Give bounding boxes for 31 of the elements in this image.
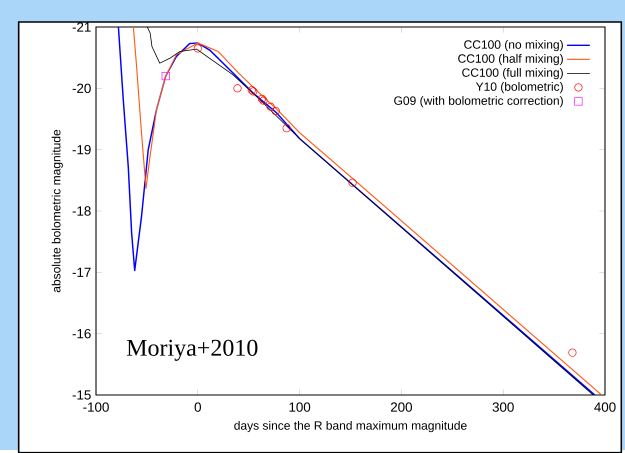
legend-label: CC100 (full mixing): [462, 68, 563, 79]
point: [259, 96, 268, 104]
legend-label: Y10 (bolometric): [476, 82, 563, 94]
y-tick-label: -20: [72, 83, 91, 93]
legend-label: G09 (with bolometric correction): [394, 96, 563, 108]
x-tick-label: 0: [194, 402, 201, 412]
y-tick-label: -15: [72, 390, 91, 400]
legend-label: CC100 (half mixing): [458, 54, 563, 65]
y-tick-label: -21: [72, 22, 91, 32]
x-axis-title: days since the R band maximum magnitude: [234, 420, 467, 432]
point: [348, 178, 357, 187]
annotation: Moriya+2010: [126, 339, 258, 361]
x-tick-label: 200: [390, 402, 412, 412]
x-tick-label: 300: [492, 402, 514, 412]
x-tick-label: 400: [594, 402, 616, 412]
point: [258, 94, 266, 103]
legend-label: CC100 (no mixing): [464, 40, 563, 51]
point: [282, 124, 291, 132]
x-tick-label: 100: [290, 402, 310, 412]
point: [272, 106, 280, 115]
y-tick-label: -18: [72, 206, 91, 216]
point: [194, 44, 202, 52]
y-axis-title: absolute bolometric magnitude: [52, 130, 63, 292]
point: [162, 72, 170, 80]
y-tick-label: -17: [72, 268, 91, 277]
point: [266, 102, 275, 111]
point: [568, 348, 576, 357]
point: [233, 84, 242, 92]
y-tick-label: -19: [72, 144, 91, 154]
x-tick-label: -100: [83, 402, 109, 412]
y-tick-label: -16: [72, 328, 91, 338]
